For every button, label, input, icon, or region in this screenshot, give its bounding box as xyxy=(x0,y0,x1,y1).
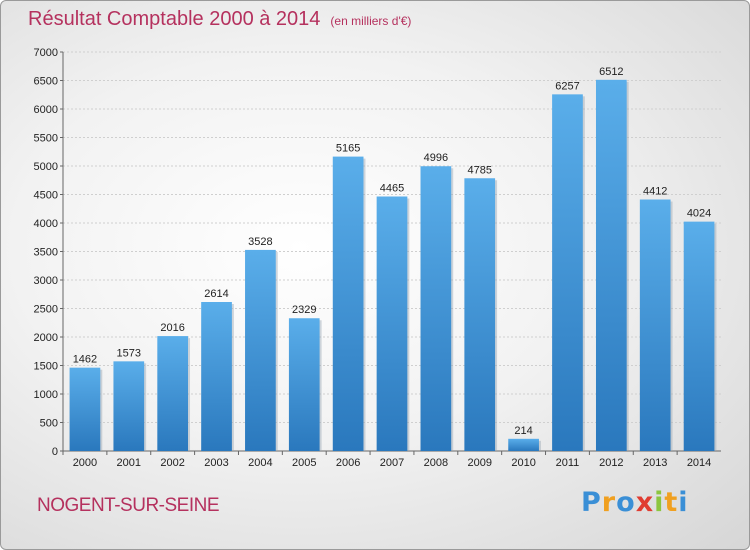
y-tick-label: 2000 xyxy=(34,332,58,344)
bar-value-label: 2329 xyxy=(292,304,316,316)
bar-2005 xyxy=(288,318,320,451)
x-tick-label: 2001 xyxy=(117,457,141,469)
y-tick-label: 5500 xyxy=(34,133,58,145)
bar-2012 xyxy=(595,79,627,451)
logo-letter: r xyxy=(601,487,617,518)
logo-letter: x xyxy=(635,487,655,518)
x-tick-label: 2000 xyxy=(73,457,97,469)
logo-letter: o xyxy=(616,487,636,518)
y-tick-label: 500 xyxy=(40,418,58,430)
bar-2004 xyxy=(245,249,276,451)
y-tick-label: 1500 xyxy=(34,361,58,373)
y-tick-label: 0 xyxy=(52,446,58,458)
bar-value-label: 5165 xyxy=(336,143,360,155)
location-name: NOGENT-SUR-SEINE xyxy=(37,495,220,516)
bar-value-label: 4024 xyxy=(687,208,711,220)
x-tick-label: 2007 xyxy=(380,457,404,469)
bar-value-label: 214 xyxy=(514,425,532,437)
y-tick-label: 6000 xyxy=(34,104,58,116)
y-tick-label: 1000 xyxy=(34,389,58,401)
x-tick-label: 2012 xyxy=(599,457,623,469)
proxiti-logo: Proxiti xyxy=(581,487,689,518)
bar-value-label: 2016 xyxy=(160,322,184,334)
logo-letter: t xyxy=(664,487,679,518)
y-tick-label: 2500 xyxy=(34,304,58,316)
y-tick-label: 6500 xyxy=(34,76,58,88)
bar-2013 xyxy=(639,199,671,451)
bar-value-label: 3528 xyxy=(248,236,272,248)
x-tick-label: 2011 xyxy=(556,457,580,469)
bar-value-label: 4412 xyxy=(643,186,667,198)
bar-value-label: 1462 xyxy=(73,354,97,366)
x-tick-label: 2002 xyxy=(160,457,184,469)
bar-2000 xyxy=(69,367,101,451)
bar-2014 xyxy=(683,221,715,451)
bar-value-label: 6512 xyxy=(599,66,623,78)
bar-value-label: 2614 xyxy=(204,288,228,300)
bar-2008 xyxy=(420,166,452,451)
bar-2010 xyxy=(508,438,539,451)
bar-value-label: 6257 xyxy=(555,80,579,92)
bar-value-label: 4996 xyxy=(424,152,448,164)
bar-2001 xyxy=(113,361,145,451)
y-tick-label: 5000 xyxy=(34,161,58,173)
logo-letter: i xyxy=(678,487,689,518)
y-tick-label: 4500 xyxy=(34,190,58,202)
chart-title: Résultat Comptable 2000 à 2014 (en millie… xyxy=(28,8,411,31)
x-tick-label: 2013 xyxy=(643,457,667,469)
bar-2009 xyxy=(464,178,496,451)
bar-2011 xyxy=(552,94,583,451)
y-tick-label: 4000 xyxy=(34,218,58,230)
chart-title-text: Résultat Comptable 2000 à 2014 xyxy=(28,8,321,30)
logo-letter: P xyxy=(581,487,602,518)
bar-value-label: 1573 xyxy=(117,347,141,359)
bar-2007 xyxy=(376,196,408,451)
bar-2006 xyxy=(332,156,364,451)
y-tick-label: 7000 xyxy=(34,47,58,59)
x-tick-label: 2005 xyxy=(292,457,316,469)
y-tick-label: 3500 xyxy=(34,247,58,259)
x-tick-label: 2006 xyxy=(336,457,360,469)
chart-subtitle: (en milliers d'€) xyxy=(330,14,412,28)
bar-value-label: 4785 xyxy=(467,164,491,176)
y-tick-label: 3000 xyxy=(34,275,58,287)
bar-value-label: 4465 xyxy=(380,182,404,194)
x-tick-label: 2014 xyxy=(687,457,711,469)
x-tick-label: 2009 xyxy=(467,457,491,469)
bar-2002 xyxy=(157,336,189,451)
x-tick-label: 2008 xyxy=(424,457,448,469)
logo-letter: i xyxy=(654,487,665,518)
x-tick-label: 2010 xyxy=(511,457,535,469)
x-tick-label: 2003 xyxy=(204,457,228,469)
x-tick-label: 2004 xyxy=(248,457,272,469)
bar-2003 xyxy=(201,302,232,451)
